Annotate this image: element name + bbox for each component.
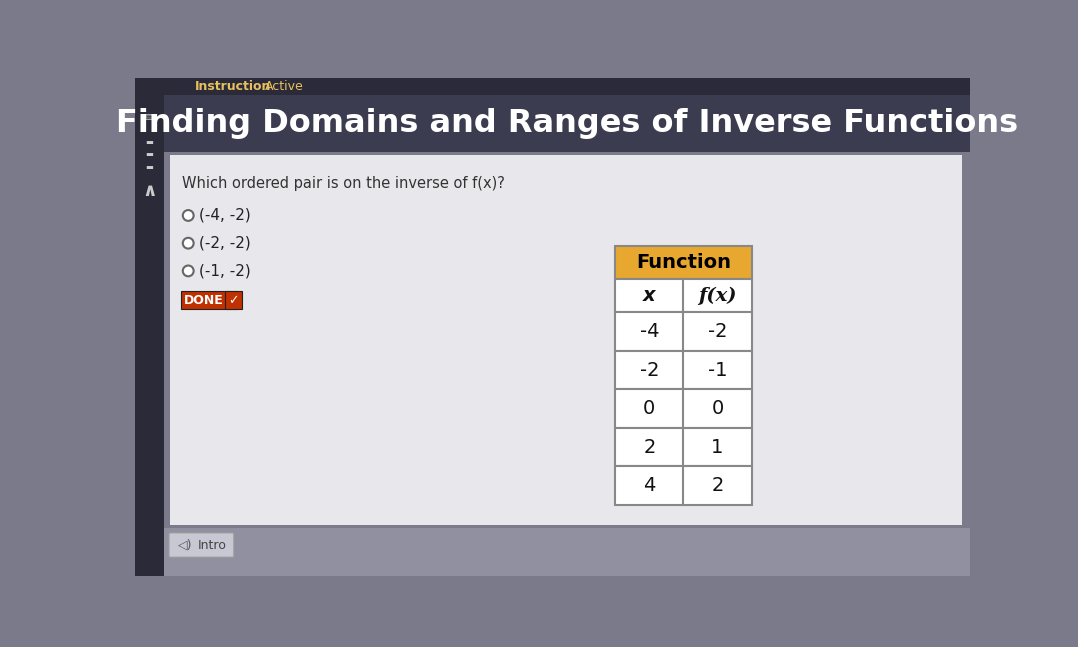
FancyBboxPatch shape (181, 291, 237, 309)
FancyBboxPatch shape (135, 78, 970, 94)
FancyBboxPatch shape (170, 155, 963, 525)
FancyBboxPatch shape (616, 466, 751, 505)
FancyBboxPatch shape (616, 279, 751, 313)
Text: (-1, -2): (-1, -2) (199, 263, 251, 278)
Text: ◁): ◁) (178, 538, 193, 551)
Text: -1: -1 (708, 361, 728, 380)
Text: 0: 0 (711, 399, 723, 418)
Text: Finding Domains and Ranges of Inverse Functions: Finding Domains and Ranges of Inverse Fu… (116, 108, 1019, 139)
Text: Which ordered pair is on the inverse of f(x)?: Which ordered pair is on the inverse of … (182, 175, 505, 191)
Text: Instruction: Instruction (195, 80, 272, 93)
FancyBboxPatch shape (616, 428, 751, 466)
Text: Function: Function (636, 253, 731, 272)
Text: 1: 1 (711, 438, 723, 457)
Text: ∧: ∧ (142, 182, 156, 200)
Circle shape (183, 210, 194, 221)
FancyBboxPatch shape (169, 532, 234, 557)
FancyBboxPatch shape (224, 291, 241, 309)
FancyBboxPatch shape (616, 313, 751, 351)
Text: DONE: DONE (184, 294, 223, 307)
Text: (-2, -2): (-2, -2) (199, 236, 251, 250)
Text: f(x): f(x) (699, 287, 736, 305)
Text: 0: 0 (644, 399, 655, 418)
Text: ✏: ✏ (142, 109, 156, 127)
FancyBboxPatch shape (616, 351, 751, 389)
Text: 4: 4 (644, 476, 655, 495)
Text: 2: 2 (711, 476, 723, 495)
Text: -4: -4 (639, 322, 659, 341)
Text: x: x (644, 286, 655, 305)
Circle shape (183, 238, 194, 248)
Text: -2: -2 (639, 361, 659, 380)
Text: Intro: Intro (197, 538, 226, 551)
Text: Active: Active (265, 80, 304, 93)
Text: ▬
▬
▬: ▬ ▬ ▬ (146, 138, 153, 171)
FancyBboxPatch shape (135, 94, 164, 576)
Text: ✓: ✓ (227, 294, 238, 307)
Text: 2: 2 (644, 438, 655, 457)
FancyBboxPatch shape (616, 389, 751, 428)
FancyBboxPatch shape (616, 247, 751, 279)
FancyBboxPatch shape (164, 528, 970, 576)
Text: (-4, -2): (-4, -2) (199, 208, 251, 223)
Text: -2: -2 (708, 322, 728, 341)
Circle shape (183, 265, 194, 276)
FancyBboxPatch shape (164, 94, 970, 152)
